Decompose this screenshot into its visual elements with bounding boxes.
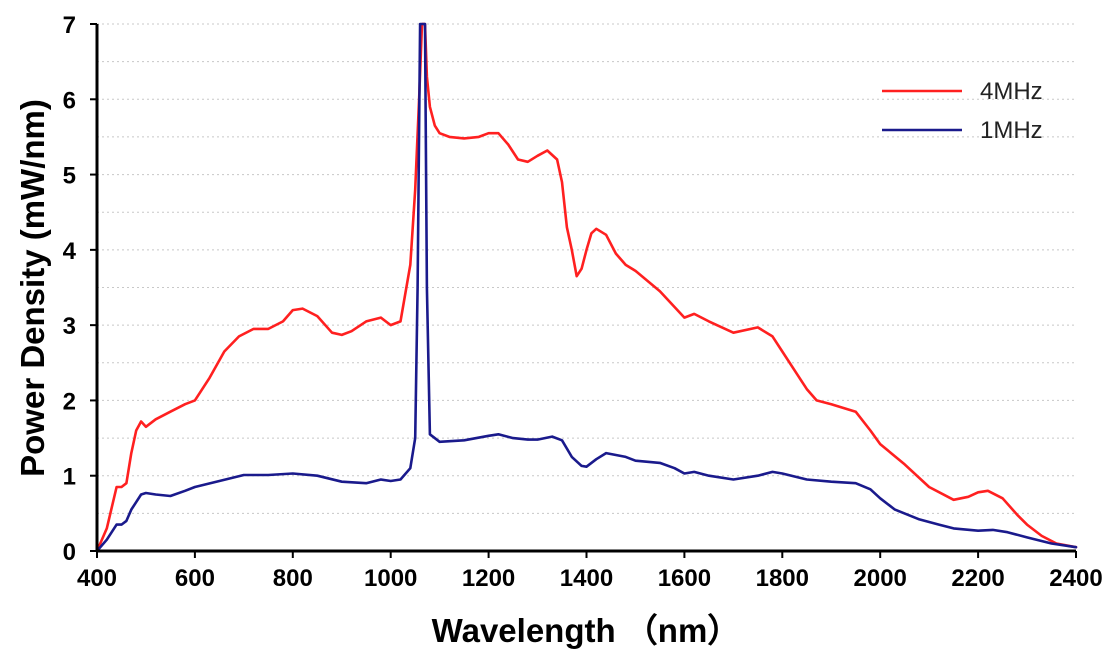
y-tick-label: 1 (63, 464, 76, 491)
series-line-1mhz (95, 22, 1078, 553)
x-tick-label: 2200 (951, 565, 1004, 592)
y-tick-label: 4 (63, 238, 77, 265)
x-tick-label: 1400 (560, 565, 613, 592)
x-tick-label: 1000 (364, 565, 417, 592)
tick-labels: 400 600 800 1000 1200 1400 1600 1800 2000 2200 240… (63, 12, 1103, 592)
x-tick-label: 2000 (854, 565, 907, 592)
series-line-4mhz (95, 22, 1078, 553)
legend-label-4mhz: 4MHz (980, 78, 1043, 105)
y-tick-label: 3 (63, 313, 76, 340)
series-lines (95, 22, 1078, 553)
x-tick-label: 800 (273, 565, 313, 592)
x-tick-label: 1600 (658, 565, 711, 592)
legend: 4MHz 1MHz (882, 78, 1043, 144)
legend-label-1mhz: 1MHz (980, 117, 1043, 144)
x-tick-label: 400 (77, 565, 117, 592)
y-axis-title: Power Density (mW/nm) (14, 99, 51, 477)
x-axis-title: Wavelength （nm） (432, 612, 741, 649)
x-tick-label: 1200 (462, 565, 515, 592)
y-tick-label: 5 (63, 163, 76, 190)
y-tick-label: 2 (63, 388, 76, 415)
y-tick-label: 7 (63, 12, 76, 39)
x-tick-label: 1800 (756, 565, 809, 592)
y-tick-label: 0 (63, 539, 76, 566)
x-tick-label: 600 (175, 565, 215, 592)
y-tick-label: 6 (63, 87, 76, 114)
grid-lines (97, 23, 1076, 514)
x-tick-label: 2400 (1049, 565, 1102, 592)
